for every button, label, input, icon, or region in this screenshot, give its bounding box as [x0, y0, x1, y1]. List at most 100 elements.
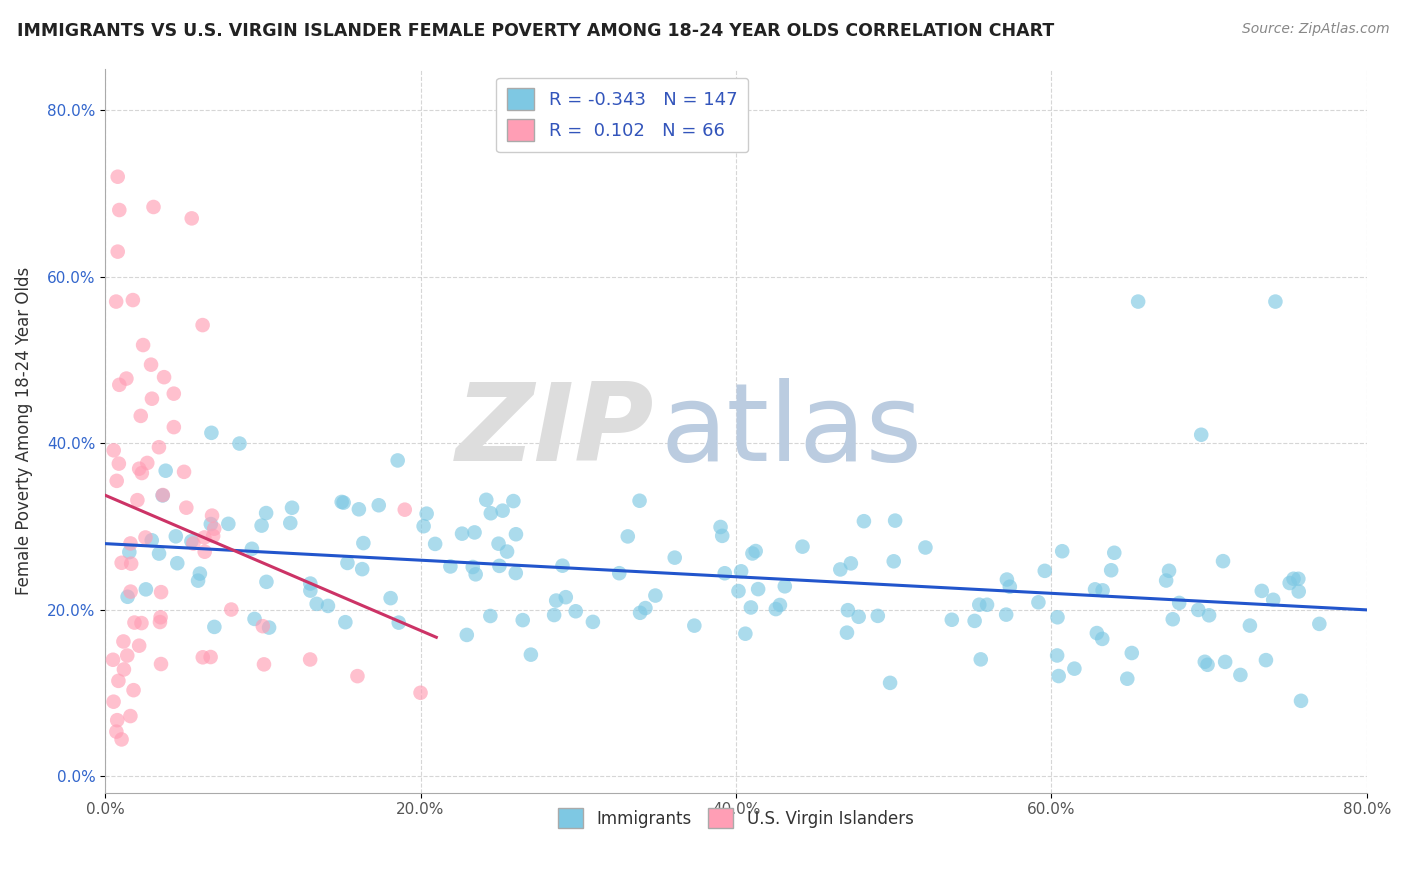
Point [1157, 564, 1180, 578]
Point [120, 536, 142, 550]
Point [120, 557, 142, 571]
Text: Source: ZipAtlas.com: Source: ZipAtlas.com [1241, 22, 1389, 37]
Point [1250, 583, 1272, 598]
Point [502, 494, 524, 508]
Point [165, 529, 187, 543]
Point [664, 550, 686, 565]
Point [1084, 582, 1107, 597]
Point [792, 540, 814, 554]
Point [139, 358, 162, 372]
Point [461, 560, 484, 574]
Point [128, 461, 150, 475]
Point [202, 522, 225, 536]
Point [132, 338, 155, 352]
Point [152, 488, 174, 502]
Text: ZIP: ZIP [456, 377, 654, 483]
Point [163, 386, 186, 401]
Point [1047, 669, 1070, 683]
Point [105, 724, 128, 739]
Point [131, 466, 153, 480]
Point [464, 525, 486, 540]
Point [439, 559, 461, 574]
Point [883, 554, 905, 568]
Point [180, 211, 202, 226]
Point [730, 564, 752, 578]
Point [683, 618, 706, 632]
Point [105, 713, 128, 727]
Point [257, 621, 280, 635]
Point [305, 597, 328, 611]
Point [734, 626, 756, 640]
Point [201, 508, 224, 523]
Point [380, 591, 402, 606]
Point [252, 619, 274, 633]
Point [115, 371, 138, 385]
Point [200, 517, 222, 532]
Point [744, 544, 766, 558]
Point [1121, 646, 1143, 660]
Point [1099, 563, 1122, 577]
Point [496, 544, 519, 558]
Text: atlas: atlas [661, 377, 922, 483]
Point [103, 695, 125, 709]
Point [110, 732, 132, 747]
Point [848, 609, 870, 624]
Point [488, 558, 510, 573]
Point [1197, 657, 1219, 672]
Point [1308, 616, 1330, 631]
Point [644, 589, 666, 603]
Point [112, 662, 135, 676]
Point [217, 516, 239, 531]
Point [1168, 596, 1191, 610]
Point [254, 506, 277, 520]
Point [107, 169, 129, 184]
Point [127, 493, 149, 508]
Point [711, 529, 734, 543]
Point [995, 607, 1018, 622]
Point [194, 545, 217, 559]
Point [879, 676, 901, 690]
Point [152, 488, 174, 502]
Point [1288, 584, 1310, 599]
Point [191, 318, 214, 332]
Point [166, 556, 188, 570]
Point [243, 612, 266, 626]
Point [628, 493, 651, 508]
Legend: Immigrants, U.S. Virgin Islanders: Immigrants, U.S. Virgin Islanders [551, 801, 921, 835]
Point [108, 377, 131, 392]
Point [352, 562, 374, 576]
Point [336, 556, 359, 570]
Point [105, 474, 128, 488]
Point [554, 590, 576, 604]
Point [475, 492, 498, 507]
Point [1085, 626, 1108, 640]
Point [976, 598, 998, 612]
Point [108, 457, 131, 471]
Point [187, 574, 209, 588]
Point [835, 625, 858, 640]
Point [316, 599, 339, 613]
Point [1033, 564, 1056, 578]
Point [1116, 672, 1139, 686]
Point [193, 531, 215, 545]
Point [112, 634, 135, 648]
Point [117, 590, 139, 604]
Point [409, 686, 432, 700]
Point [387, 453, 409, 467]
Point [148, 547, 170, 561]
Point [1254, 653, 1277, 667]
Point [456, 628, 478, 642]
Point [107, 673, 129, 688]
Point [773, 579, 796, 593]
Point [1050, 544, 1073, 558]
Point [1046, 648, 1069, 663]
Point [120, 709, 142, 723]
Point [250, 518, 273, 533]
Point [200, 425, 222, 440]
Point [512, 613, 534, 627]
Point [634, 601, 657, 615]
Point [135, 582, 157, 597]
Point [941, 613, 963, 627]
Point [136, 456, 159, 470]
Point [176, 500, 198, 515]
